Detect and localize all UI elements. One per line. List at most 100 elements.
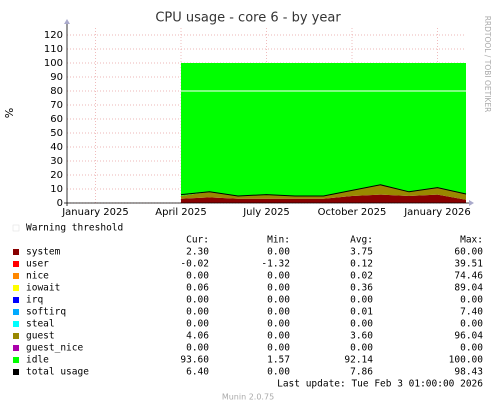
stat-value: 0.00 [350,343,373,354]
legend-label: softirq [26,307,66,318]
stat-value: 0.00 [267,367,290,378]
legend-swatch [13,261,19,267]
legend-swatch [13,249,19,255]
stats-header: Max: [460,235,483,246]
stat-value: 100.00 [449,355,484,366]
legend-label: nice [26,271,49,282]
stat-value: 1.57 [267,355,290,366]
stat-value: 0.00 [186,295,209,306]
legend-swatch [13,369,19,375]
y-tick-label: 110 [44,44,63,55]
stat-value: 7.40 [460,307,483,318]
legend-label: idle [26,355,49,366]
legend-swatch [13,321,19,327]
legend-swatch [13,297,19,303]
legend-swatch [13,345,19,351]
legend-label: guest [26,331,55,342]
stat-value: 2.30 [186,247,209,258]
y-label: % [3,108,16,118]
x-tick-label: January 2025 [61,207,129,218]
stat-value: 0.12 [350,259,373,270]
stat-value: 92.14 [344,355,373,366]
stat-value: 0.36 [350,283,373,294]
y-tick-label: 90 [50,72,63,83]
legend-label: guest_nice [26,343,83,354]
stats-header: Cur: [186,235,209,246]
axis-arrow [469,200,474,206]
y-tick-label: 10 [50,184,63,195]
y-tick-label: 20 [50,170,63,181]
side-text: RRDTOOL / TOBI OETIKER [483,16,492,113]
stat-value: 0.00 [267,343,290,354]
y-tick-label: 120 [44,30,63,41]
stat-value: 0.00 [460,295,483,306]
stat-value: 0.01 [350,307,373,318]
stat-value: 0.00 [186,271,209,282]
stat-value: 0.00 [460,319,483,330]
stat-value: 0.00 [267,271,290,282]
stat-value: -0.02 [180,259,209,270]
stat-value: 0.00 [267,247,290,258]
stat-value: -1.32 [261,259,290,270]
y-tick-label: 70 [50,100,63,111]
stat-value: 74.46 [454,271,483,282]
axis-arrow [64,19,70,24]
legend-label: steal [26,319,55,330]
stat-value: 0.00 [186,307,209,318]
x-tick-label: October 2025 [318,207,387,218]
legend-label: total usage [26,367,89,378]
stats-header: Avg: [350,235,373,246]
y-tick-label: 30 [50,156,63,167]
legend-swatch [13,333,19,339]
footer: Munin 2.0.75 [222,393,274,402]
stat-value: 0.00 [267,307,290,318]
stat-value: 0.00 [267,283,290,294]
x-tick-label: January 2026 [403,207,471,218]
stat-value: 89.04 [454,283,483,294]
chart-title: CPU usage - core 6 - by year [155,11,341,26]
total-line [180,184,467,197]
stat-value: 0.00 [186,343,209,354]
stat-value: 3.60 [350,331,373,342]
stat-value: 0.00 [350,295,373,306]
stat-value: 60.00 [454,247,483,258]
x-tick-label: April 2025 [155,207,206,218]
stat-value: 6.40 [186,367,209,378]
stat-value: 0.00 [267,295,290,306]
stat-value: 0.00 [460,343,483,354]
y-tick-label: 0 [57,198,63,209]
y-tick-label: 100 [44,58,63,69]
legend-label: iowait [26,283,60,294]
y-tick-label: 50 [50,128,63,139]
stat-value: 3.75 [350,247,373,258]
y-tick-label: 80 [50,86,63,97]
y-tick-label: 40 [50,142,63,153]
legend-swatch [13,285,19,291]
y-tick-label: 60 [50,114,63,125]
legend-label: system [26,247,61,258]
legend-swatch [13,357,19,363]
legend-label: user [26,259,49,270]
warning-swatch [12,224,20,232]
stat-value: 39.51 [454,259,483,270]
legend-label: irq [26,295,43,306]
legend-swatch [13,309,19,315]
legend-swatch [13,273,19,279]
stat-value: 0.00 [267,331,290,342]
stat-value: 0.02 [350,271,373,282]
stat-value: 4.06 [186,331,209,342]
stat-value: 0.00 [267,319,290,330]
stat-value: 0.00 [186,319,209,330]
stat-value: 0.06 [186,283,209,294]
stat-value: 93.60 [180,355,209,366]
stats-header: Min: [267,235,290,246]
area [181,63,466,196]
stat-value: 7.86 [350,367,373,378]
stat-value: 0.00 [350,319,373,330]
stat-value: 98.43 [454,367,483,378]
warning-label: Warning threshold [26,223,123,234]
stat-value: 96.04 [454,331,483,342]
x-tick-label: July 2025 [242,207,290,218]
last-update: Last update: Tue Feb 3 01:00:00 2026 [277,379,483,390]
